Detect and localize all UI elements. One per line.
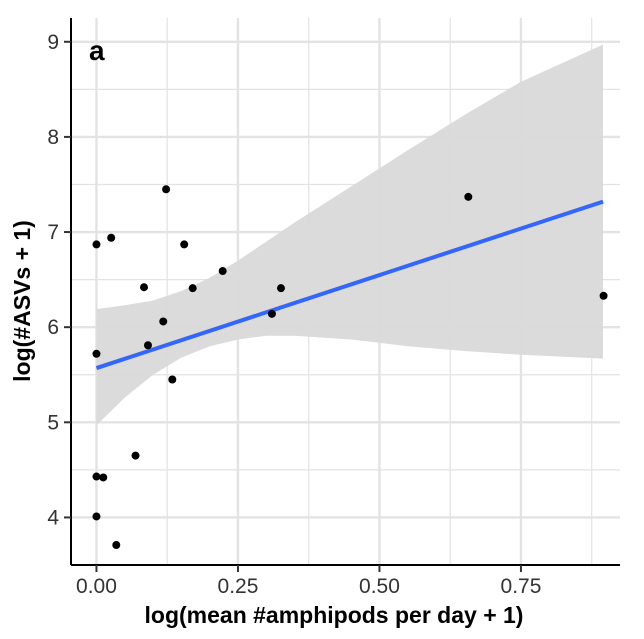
y-tick-label: 8 bbox=[47, 126, 59, 149]
x-tick-labels: 0.00 0.25 0.50 0.75 bbox=[76, 565, 541, 598]
x-tick-label: 0.50 bbox=[359, 575, 400, 598]
y-tick-label: 9 bbox=[47, 31, 59, 54]
data-point bbox=[276, 284, 285, 293]
y-tick-label: 6 bbox=[47, 316, 59, 339]
data-point bbox=[107, 233, 116, 242]
confidence-band-layer bbox=[96, 44, 603, 426]
data-point bbox=[140, 283, 149, 292]
y-axis-title: log(#ASVs + 1) bbox=[9, 220, 35, 382]
fit-line-layer bbox=[95, 199, 604, 370]
x-axis-title: log(mean #amphipods per day + 1) bbox=[145, 602, 524, 628]
x-tick-label: 0.75 bbox=[501, 575, 542, 598]
data-point bbox=[143, 341, 152, 350]
data-point bbox=[112, 541, 121, 550]
confidence-band bbox=[96, 44, 603, 426]
y-tick-label: 4 bbox=[47, 506, 59, 529]
panel-label: a bbox=[89, 35, 105, 66]
regression-line bbox=[95, 199, 604, 370]
y-tick-labels: 4 5 6 7 8 9 bbox=[47, 31, 71, 529]
data-point bbox=[92, 240, 101, 249]
data-point bbox=[599, 291, 608, 300]
data-points bbox=[92, 185, 608, 550]
data-point bbox=[162, 185, 171, 194]
x-tick-label: 0.25 bbox=[218, 575, 259, 598]
y-tick-label: 5 bbox=[47, 411, 59, 434]
data-point bbox=[131, 451, 140, 460]
x-tick-label: 0.00 bbox=[76, 575, 117, 598]
data-point bbox=[92, 349, 101, 358]
data-point bbox=[99, 473, 108, 482]
axes bbox=[70, 18, 620, 566]
data-point bbox=[92, 472, 101, 481]
data-point bbox=[168, 375, 177, 384]
data-point bbox=[92, 512, 101, 521]
data-point bbox=[180, 240, 189, 249]
data-point bbox=[267, 309, 276, 318]
data-point bbox=[188, 284, 197, 293]
data-point bbox=[159, 317, 168, 326]
y-tick-label: 7 bbox=[47, 221, 59, 244]
data-point bbox=[464, 192, 473, 201]
data-point bbox=[218, 267, 227, 276]
